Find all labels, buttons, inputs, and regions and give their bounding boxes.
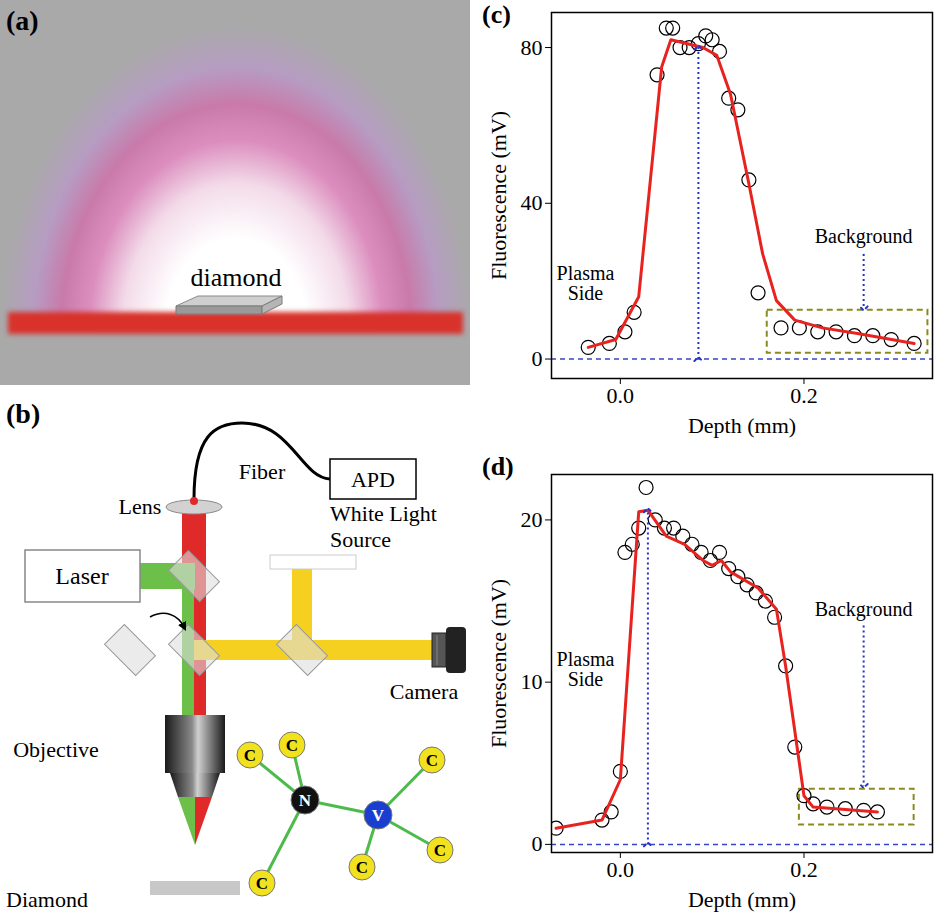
svg-text:10: 10 — [521, 669, 543, 694]
svg-text:0.0: 0.0 — [607, 383, 635, 408]
html-text:(c): (c) — [482, 0, 511, 29]
svg-text:20: 20 — [521, 507, 543, 532]
svg-text:Background: Background — [815, 598, 913, 621]
svg-text:Diamond: Diamond — [6, 887, 88, 912]
svg-text:80: 80 — [521, 35, 543, 60]
svg-text:PlasmaSide: PlasmaSide — [557, 262, 615, 304]
svg-text:C: C — [434, 841, 446, 860]
svg-text:Source: Source — [330, 527, 391, 552]
svg-text:Fluorescence (mV): Fluorescence (mV) — [486, 579, 511, 748]
svg-text:diamond: diamond — [191, 263, 282, 292]
svg-text:C: C — [256, 874, 268, 893]
svg-text:(a): (a) — [6, 5, 39, 36]
svg-text:V: V — [372, 806, 385, 825]
svg-text:0: 0 — [532, 831, 543, 856]
svg-text:Fiber: Fiber — [239, 459, 286, 484]
svg-text:Depth (mm): Depth (mm) — [688, 887, 796, 912]
svg-text:C: C — [356, 858, 368, 877]
svg-text:White Light: White Light — [330, 501, 437, 526]
svg-text:N: N — [299, 791, 312, 810]
svg-text:0.2: 0.2 — [790, 383, 818, 408]
svg-text:Objective: Objective — [13, 737, 99, 762]
html-text:(d): (d) — [482, 452, 514, 481]
svg-text:Lens: Lens — [119, 494, 162, 519]
svg-text:0: 0 — [532, 346, 543, 371]
svg-text:Laser: Laser — [55, 563, 108, 589]
svg-text:Depth (mm): Depth (mm) — [688, 413, 796, 438]
svg-text:Background: Background — [815, 225, 913, 248]
svg-text:0.2: 0.2 — [790, 857, 818, 882]
svg-text:Fluorescence (mV): Fluorescence (mV) — [486, 111, 511, 280]
svg-text:0.0: 0.0 — [607, 857, 635, 882]
svg-text:APD: APD — [351, 467, 395, 492]
svg-text:PlasmaSide: PlasmaSide — [557, 648, 615, 690]
svg-text:Camera: Camera — [390, 679, 459, 704]
svg-text:C: C — [426, 751, 438, 770]
svg-text:40: 40 — [521, 190, 543, 215]
svg-text:C: C — [286, 736, 298, 755]
svg-text:C: C — [244, 746, 256, 765]
svg-text:(b): (b) — [6, 398, 40, 429]
